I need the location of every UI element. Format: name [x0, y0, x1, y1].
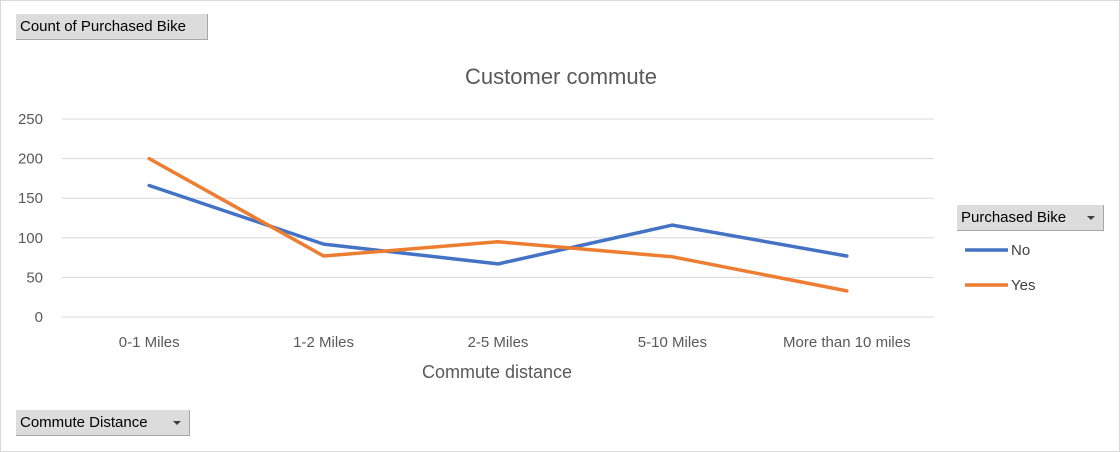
x-axis-ticks: 0-1 Miles 1-2 Miles 2-5 Miles 5-10 Miles Mor…: [119, 334, 911, 351]
x-tick-label: 1-2 Miles: [293, 334, 354, 351]
x-tick-label: 0-1 Miles: [119, 334, 180, 351]
axis-field-button[interactable]: Commute Distance: [16, 410, 190, 436]
legend-field-label: Purchased Bike: [961, 209, 1067, 226]
legend: No Yes: [965, 242, 1035, 294]
series-line-yes: [147, 156, 849, 293]
gridlines: [62, 118, 934, 318]
series-lines: [147, 156, 849, 293]
value-field-button[interactable]: Count of Purchased Bike: [16, 14, 208, 40]
series-line-no: [147, 183, 849, 266]
x-tick-label: More than 10 miles: [783, 334, 911, 351]
legend-label-no: No: [1011, 242, 1030, 259]
legend-label-yes: Yes: [1011, 277, 1035, 294]
y-tick-label: 0: [35, 309, 43, 326]
y-tick-label: 150: [18, 190, 43, 207]
axis-field-label: Commute Distance: [20, 414, 148, 431]
legend-field-button[interactable]: Purchased Bike: [957, 205, 1104, 231]
value-field-label: Count of Purchased Bike: [20, 18, 186, 35]
x-axis-title: Commute distance: [422, 362, 572, 382]
chevron-down-icon[interactable]: [173, 421, 181, 425]
y-tick-label: 50: [26, 269, 43, 286]
x-tick-label: 5-10 Miles: [638, 334, 707, 351]
chevron-down-icon[interactable]: [1087, 216, 1095, 220]
y-tick-label: 200: [18, 151, 43, 168]
y-tick-label: 100: [18, 230, 43, 247]
x-tick-label: 2-5 Miles: [468, 334, 529, 351]
y-tick-label: 250: [18, 111, 43, 128]
chart-title: Customer commute: [465, 64, 657, 89]
y-axis-ticks: 0 50 100 150 200 250: [18, 111, 43, 326]
